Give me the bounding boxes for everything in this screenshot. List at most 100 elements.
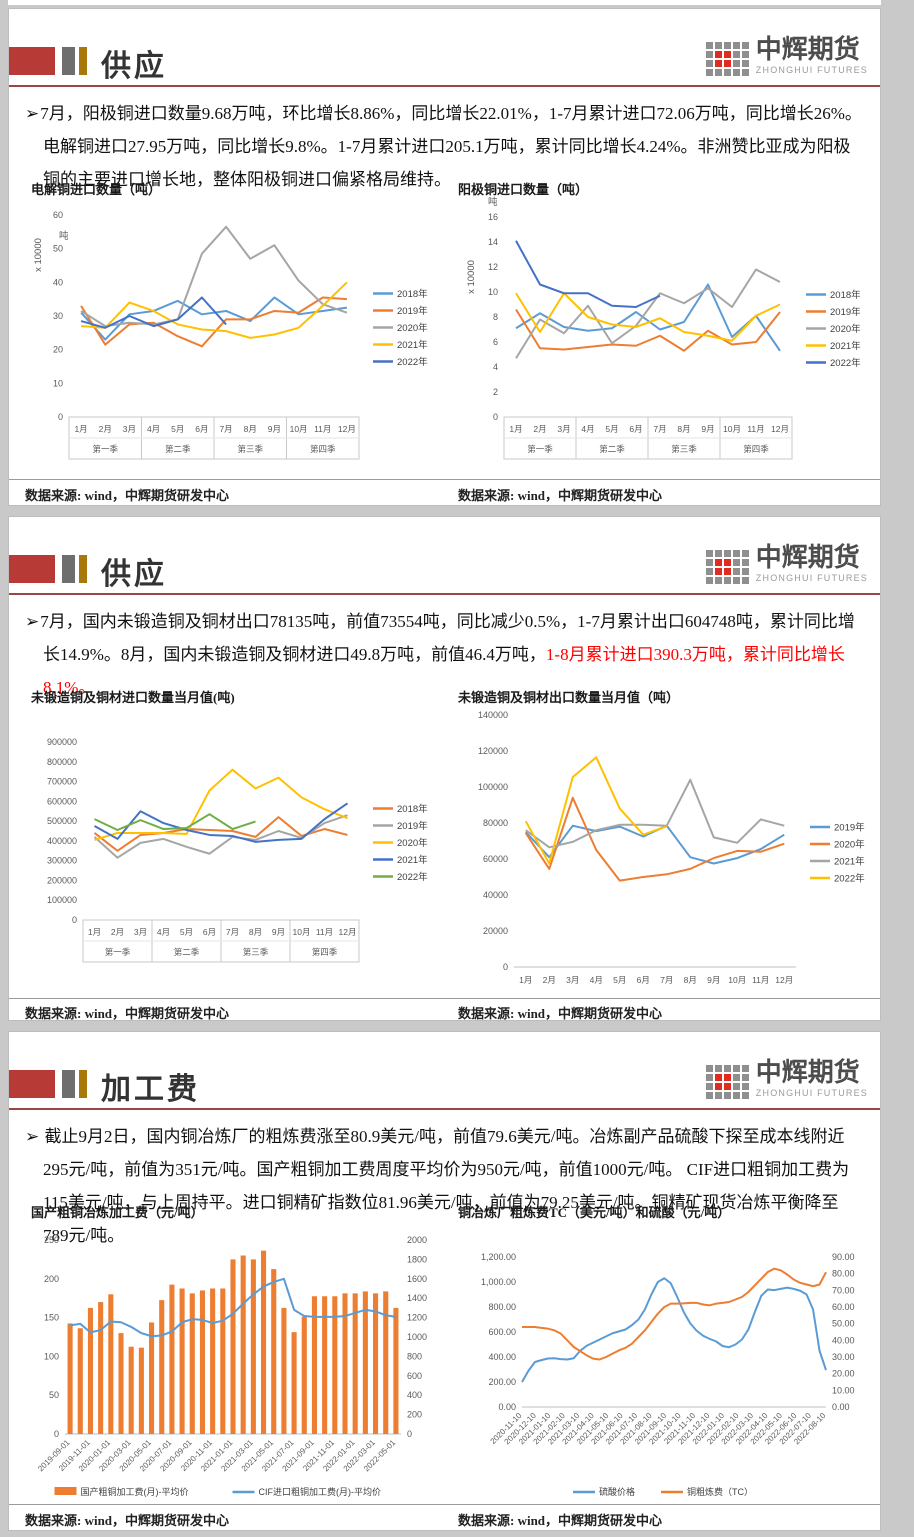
svg-text:4月: 4月 bbox=[157, 927, 170, 937]
svg-text:400000: 400000 bbox=[47, 836, 77, 846]
divider bbox=[9, 479, 880, 480]
svg-text:第一季: 第一季 bbox=[92, 444, 118, 454]
svg-text:0: 0 bbox=[58, 412, 63, 422]
svg-text:第二季: 第二季 bbox=[599, 444, 625, 454]
svg-text:2月: 2月 bbox=[99, 424, 112, 434]
chart-tc-and-sulfuric-acid: 0.00 200.00 400.00 600.00 800.00 1,000.00 1,20… bbox=[454, 1216, 884, 1507]
svg-text:4月: 4月 bbox=[147, 424, 160, 434]
svg-text:10.00: 10.00 bbox=[832, 1385, 855, 1395]
brand-logo-icon bbox=[705, 42, 749, 76]
svg-text:40000: 40000 bbox=[483, 890, 508, 900]
chart-electrolytic-copper-imports: 0 10 20 30 40 50 60 1月 2月 3月 4月 5月 6月 7月 8月 9月 10月 11月 12月… bbox=[21, 193, 451, 484]
svg-text:500000: 500000 bbox=[47, 816, 77, 826]
svg-text:700000: 700000 bbox=[47, 777, 77, 787]
svg-text:第二季: 第二季 bbox=[165, 444, 191, 454]
svg-text:第四季: 第四季 bbox=[312, 947, 338, 957]
svg-text:12月: 12月 bbox=[338, 424, 356, 434]
brand-name: 中辉期货 bbox=[755, 1058, 860, 1087]
svg-text:2021年: 2021年 bbox=[397, 854, 428, 866]
svg-text:2021年: 2021年 bbox=[834, 856, 865, 868]
svg-text:100000: 100000 bbox=[478, 782, 508, 792]
svg-text:2022年: 2022年 bbox=[397, 356, 428, 368]
svg-text:6月: 6月 bbox=[629, 424, 642, 434]
svg-text:40.00: 40.00 bbox=[832, 1335, 855, 1345]
data-source-note: 数据来源: wind，中辉期货研发中心 bbox=[458, 488, 663, 503]
svg-text:2018年: 2018年 bbox=[830, 289, 861, 301]
svg-text:0: 0 bbox=[407, 1429, 412, 1439]
title-block-gray-icon bbox=[62, 555, 75, 583]
svg-text:7月: 7月 bbox=[660, 975, 673, 985]
svg-text:14: 14 bbox=[488, 237, 498, 247]
svg-text:600000: 600000 bbox=[47, 796, 77, 806]
svg-text:2018年: 2018年 bbox=[397, 288, 428, 300]
svg-text:3月: 3月 bbox=[566, 975, 579, 985]
svg-text:800.00: 800.00 bbox=[488, 1302, 516, 1312]
svg-text:CIF进口粗铜加工费(月)-平均价: CIF进口粗铜加工费(月)-平均价 bbox=[259, 1486, 382, 1497]
svg-text:7月: 7月 bbox=[653, 424, 666, 434]
svg-text:140000: 140000 bbox=[478, 710, 508, 720]
svg-text:20: 20 bbox=[53, 345, 63, 355]
chart-canvas: 0.00 200.00 400.00 600.00 800.00 1,000.00 1,20… bbox=[481, 1252, 855, 1497]
svg-text:2019年: 2019年 bbox=[397, 820, 428, 832]
svg-text:20.00: 20.00 bbox=[832, 1369, 855, 1379]
svg-text:200: 200 bbox=[44, 1274, 59, 1284]
svg-text:第四季: 第四季 bbox=[743, 444, 769, 454]
svg-text:50.00: 50.00 bbox=[832, 1319, 855, 1329]
divider bbox=[9, 998, 880, 999]
svg-text:0: 0 bbox=[493, 412, 498, 422]
svg-text:10: 10 bbox=[53, 378, 63, 388]
svg-text:600.00: 600.00 bbox=[488, 1327, 516, 1337]
panel-processing-fees: 加工费 中辉期货 ZHONGHUI FUTURES ➢ 截止9月2日，国内铜冶炼… bbox=[8, 1031, 881, 1531]
panel-header: 供应 中辉期货 ZHONGHUI FUTURES bbox=[9, 517, 880, 595]
svg-text:国产粗铜加工费(月)-平均价: 国产粗铜加工费(月)-平均价 bbox=[81, 1486, 189, 1497]
svg-text:8: 8 bbox=[493, 312, 498, 322]
svg-text:10月: 10月 bbox=[293, 927, 311, 937]
divider bbox=[9, 1504, 880, 1505]
bullet-icon: ➢ bbox=[25, 1127, 44, 1146]
chart-canvas: 0 2 4 6 8 10 12 14 16 1月 2月 3月 4月 5月 6月 7月 8月 9月 10月 11月 12月… bbox=[466, 196, 861, 460]
svg-text:第四季: 第四季 bbox=[310, 444, 336, 454]
panel-header: 供应 中辉期货 ZHONGHUI FUTURES bbox=[9, 9, 880, 87]
svg-text:0.00: 0.00 bbox=[832, 1402, 850, 1412]
svg-text:硫酸价格: 硫酸价格 bbox=[599, 1486, 635, 1497]
chart-title-unwrought-exports: 未锻造铜及铜材出口数量当月值（吨） bbox=[458, 690, 680, 705]
svg-text:5月: 5月 bbox=[180, 927, 193, 937]
svg-text:第三季: 第三季 bbox=[243, 947, 269, 957]
svg-text:10: 10 bbox=[488, 287, 498, 297]
svg-text:100: 100 bbox=[44, 1351, 59, 1361]
svg-text:600: 600 bbox=[407, 1371, 422, 1381]
svg-text:1600: 1600 bbox=[407, 1274, 427, 1284]
svg-text:9月: 9月 bbox=[707, 975, 720, 985]
svg-text:200: 200 bbox=[407, 1410, 422, 1420]
svg-text:2022年: 2022年 bbox=[397, 871, 428, 883]
title-block-gray-icon bbox=[62, 47, 75, 75]
chart-blister-processing-fee: 0 50 100 150 200 250 0 200 400 600 800 1000 1200 1400… bbox=[21, 1216, 451, 1507]
svg-text:9月: 9月 bbox=[268, 424, 281, 434]
svg-text:2: 2 bbox=[493, 387, 498, 397]
svg-text:2020年: 2020年 bbox=[397, 322, 428, 334]
brand-logo-icon bbox=[705, 1065, 749, 1099]
paragraph-segment: 1-8月累计进口390.3万吨，累计同比增长8.1%。 bbox=[43, 645, 845, 697]
chart-canvas: 0 10 20 30 40 50 60 1月 2月 3月 4月 5月 6月 7月 8月 9月 10月 11月 12月… bbox=[33, 210, 428, 460]
svg-text:第一季: 第一季 bbox=[527, 444, 553, 454]
svg-text:2019年: 2019年 bbox=[397, 305, 428, 317]
svg-text:2022年: 2022年 bbox=[830, 357, 861, 369]
summary-paragraph: ➢7月，阳极铜进口数量9.68万吨，环比增长8.86%，同比增长22.01%，1… bbox=[25, 97, 864, 196]
svg-text:x 10000: x 10000 bbox=[466, 260, 477, 294]
svg-text:0: 0 bbox=[72, 915, 77, 925]
svg-text:900000: 900000 bbox=[47, 737, 77, 747]
svg-text:5月: 5月 bbox=[605, 424, 618, 434]
svg-text:0: 0 bbox=[503, 962, 508, 972]
svg-text:0: 0 bbox=[54, 1429, 59, 1439]
svg-text:6月: 6月 bbox=[203, 927, 216, 937]
svg-text:0.00: 0.00 bbox=[498, 1402, 516, 1412]
page-top-strip bbox=[8, 0, 881, 5]
bullet-icon: ➢ bbox=[25, 612, 40, 631]
svg-text:6: 6 bbox=[493, 337, 498, 347]
svg-text:20000: 20000 bbox=[483, 926, 508, 936]
svg-text:第三季: 第三季 bbox=[237, 444, 263, 454]
svg-text:5月: 5月 bbox=[613, 975, 626, 985]
svg-text:1,200.00: 1,200.00 bbox=[481, 1252, 516, 1262]
chart-unwrought-copper-exports: 0 20000 40000 60000 80000 100000 120000 140000 1… bbox=[454, 697, 884, 1000]
svg-text:2021年: 2021年 bbox=[830, 340, 861, 352]
